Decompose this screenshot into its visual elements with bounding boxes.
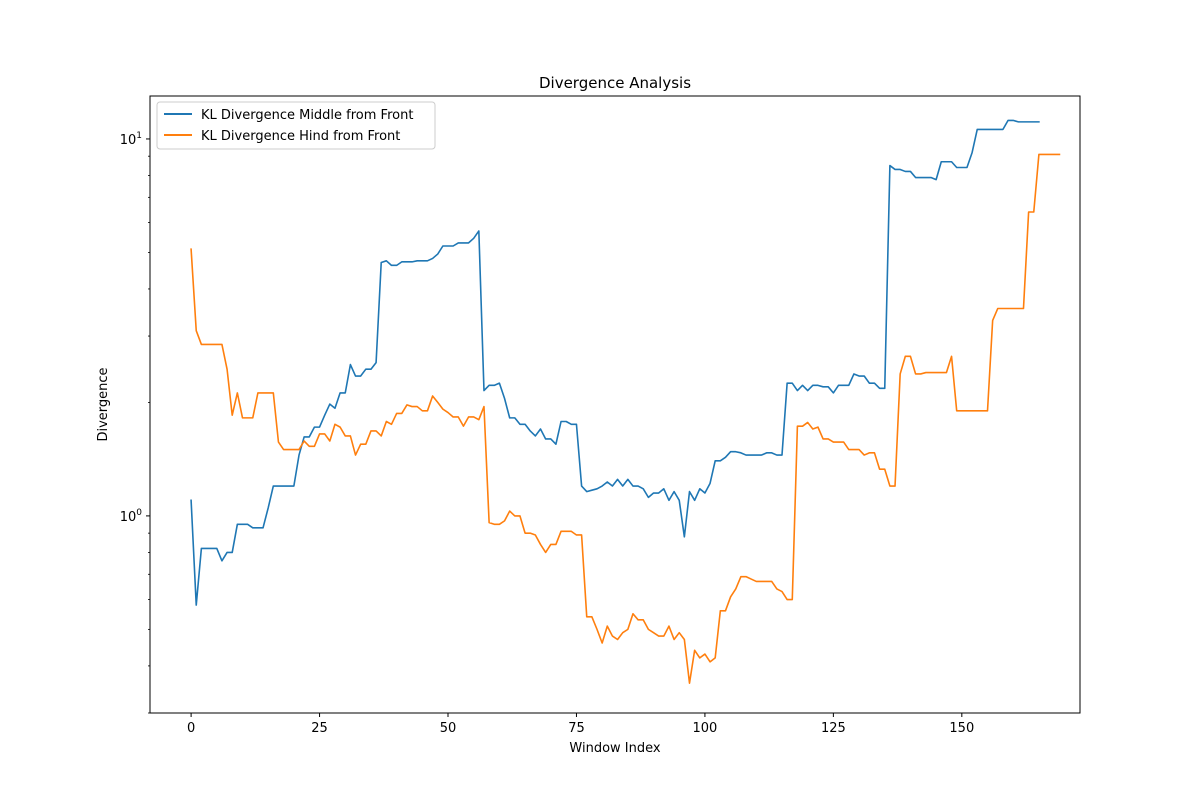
x-tick-label: 125 bbox=[821, 721, 846, 736]
series-line-1 bbox=[190, 153, 1061, 684]
x-tick-label: 25 bbox=[311, 721, 328, 736]
y-tick-label: 101 bbox=[120, 131, 142, 148]
plot-frame bbox=[149, 95, 1081, 714]
legend-box bbox=[156, 101, 436, 150]
ticks-layer: 0 25 50 75 100 125 150 100 101 bbox=[120, 131, 975, 736]
x-tick-label: 100 bbox=[693, 721, 718, 736]
x-tick-label: 0 bbox=[187, 721, 195, 736]
series-layer bbox=[190, 119, 1061, 684]
x-tick-label: 50 bbox=[440, 721, 457, 736]
chart-title: Divergence Analysis bbox=[539, 74, 691, 92]
y-axis-title: Divergence bbox=[96, 367, 111, 441]
x-tick-label: 150 bbox=[949, 721, 974, 736]
legend-label-middle: KL Divergence Middle from Front bbox=[201, 108, 413, 123]
x-axis-title: Window Index bbox=[569, 741, 660, 756]
series-line-0 bbox=[190, 119, 1040, 606]
legend: KL Divergence Middle from Front KL Diver… bbox=[156, 101, 436, 150]
x-tick-label: 75 bbox=[568, 721, 585, 736]
legend-label-hind: KL Divergence Hind from Front bbox=[201, 129, 400, 144]
y-tick-label: 100 bbox=[120, 508, 143, 525]
